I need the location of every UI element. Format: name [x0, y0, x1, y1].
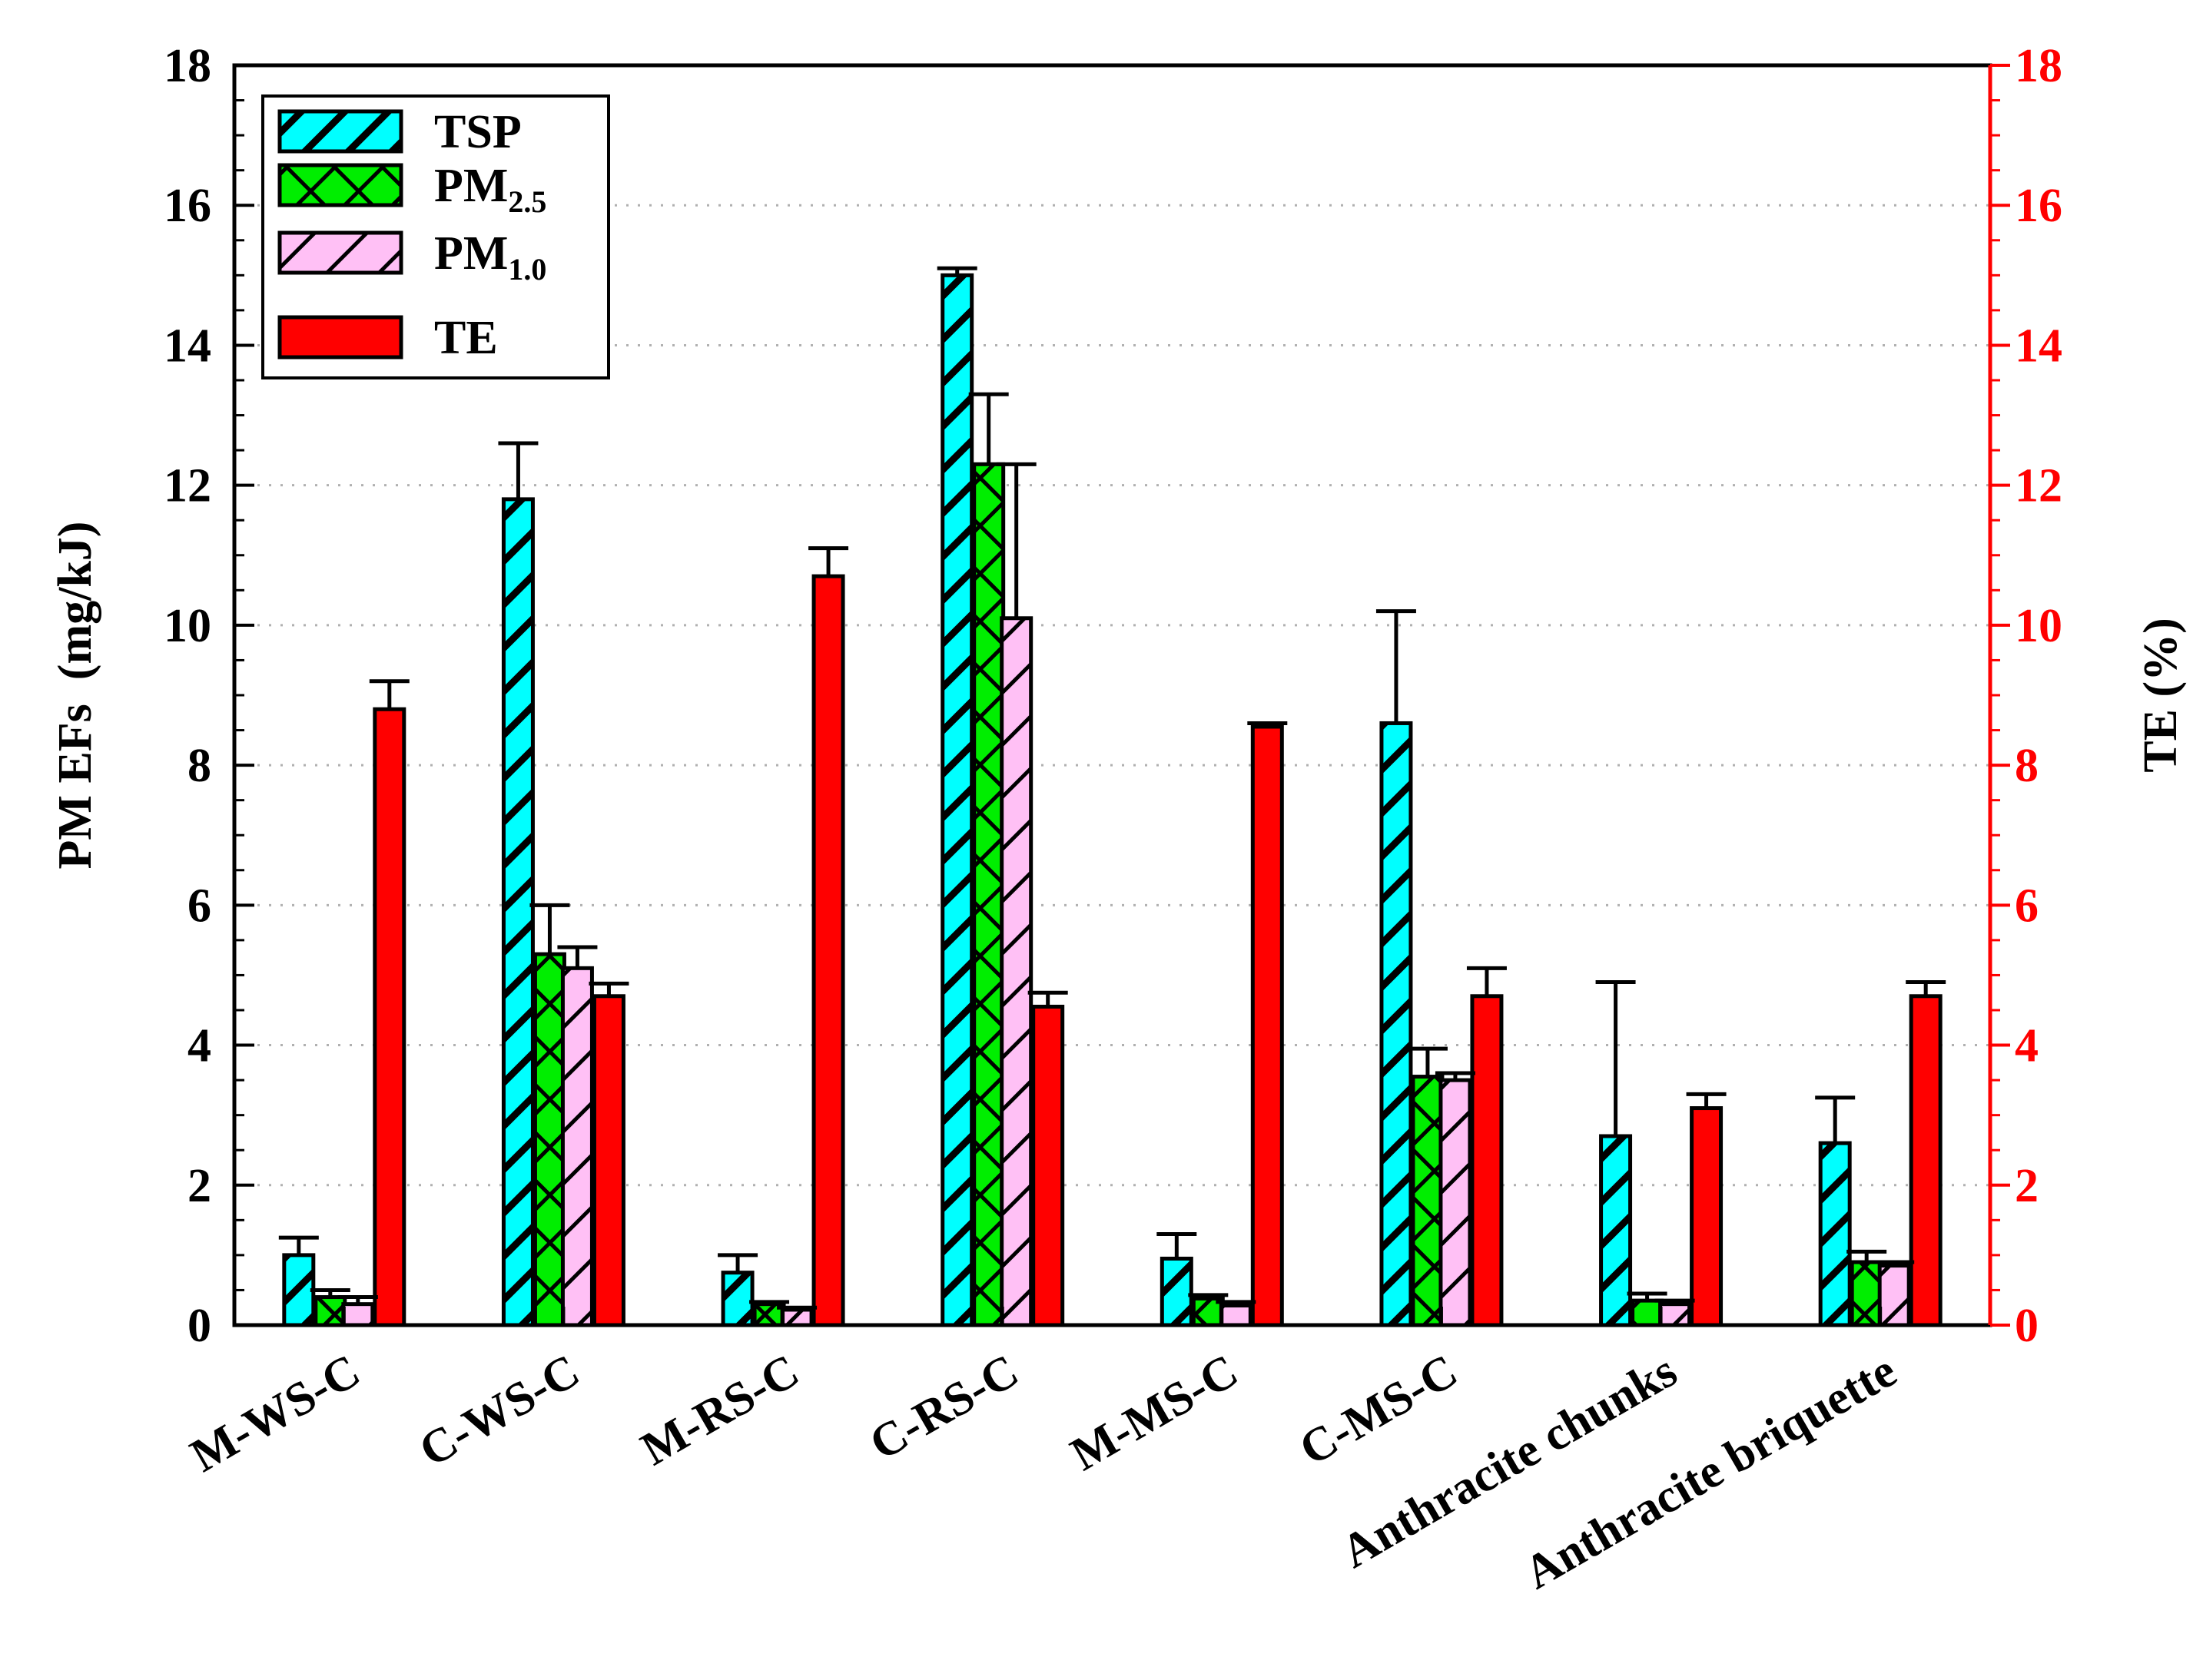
legend-label: TSP: [434, 106, 522, 158]
left-tick-label: 8: [187, 740, 211, 792]
left-tick-label: 2: [187, 1160, 211, 1212]
bar: [1411, 1075, 1445, 1327]
bar: [972, 462, 1006, 1327]
bar: [1631, 1298, 1664, 1327]
bar: [341, 1302, 375, 1327]
bar: [501, 497, 535, 1327]
bar: [780, 1307, 814, 1327]
bar: [592, 994, 625, 1327]
left-y-axis: 0 2 4 6 8 10 12 14 16 18: [164, 40, 254, 1352]
bar: [1470, 994, 1504, 1327]
bar: [1031, 1004, 1065, 1327]
x-tick-label: M-RS-C: [632, 1344, 808, 1476]
bar: [1599, 1134, 1633, 1327]
bar: [1690, 1106, 1724, 1327]
right-tick-label: 18: [2015, 40, 2062, 92]
left-tick-label: 4: [187, 1020, 211, 1072]
right-y-axis: 0 2 4 6 8 10 12 14 16 18: [1988, 40, 2062, 1352]
bars: [282, 273, 1943, 1327]
right-y-axis-label: TE (%): [2135, 618, 2187, 773]
bar: [1250, 724, 1284, 1327]
x-tick-label: C-RS-C: [861, 1344, 1027, 1470]
x-tick-label: M-WS-C: [182, 1344, 369, 1482]
legend-label-subscript: 1.0: [508, 252, 546, 287]
x-tick-label: C-WS-C: [411, 1344, 589, 1477]
bar: [1877, 1264, 1911, 1327]
bar: [1379, 721, 1413, 1327]
right-tick-label: 16: [2015, 180, 2062, 232]
bar: [373, 707, 406, 1327]
left-tick-label: 6: [187, 880, 211, 932]
bar: [1160, 1256, 1193, 1327]
bar: [533, 952, 566, 1327]
error-bars: [278, 266, 1946, 1310]
right-tick-label: 4: [2015, 1020, 2039, 1072]
right-tick-label: 8: [2015, 740, 2039, 792]
right-tick-label: 0: [2015, 1300, 2039, 1352]
bar: [721, 1271, 755, 1327]
gridlines: [234, 204, 1990, 1187]
right-tick-label: 6: [2015, 880, 2039, 932]
left-tick-label: 18: [164, 40, 211, 92]
x-tick-label: Anthracite briquette: [1515, 1344, 1905, 1599]
bar: [1438, 1078, 1472, 1327]
bar: [314, 1295, 347, 1327]
legend-label: TE: [434, 312, 498, 364]
x-tick-label: C-MS-C: [1291, 1344, 1466, 1476]
legend-label-subscript: 2.5: [508, 184, 546, 219]
bar: [1909, 994, 1943, 1327]
left-tick-label: 14: [164, 320, 211, 372]
bar: [1818, 1141, 1852, 1327]
bar: [1219, 1303, 1252, 1327]
left-tick-label: 10: [164, 600, 211, 652]
legend-swatch: [277, 109, 403, 154]
right-tick-label: 2: [2015, 1160, 2039, 1212]
x-axis: M-WS-C C-WS-C M-RS-C C-RS-C M-MS-C C-MS-C Anth…: [182, 1307, 1905, 1599]
bar: [1658, 1302, 1692, 1327]
bar: [560, 966, 594, 1327]
left-tick-label: 0: [187, 1300, 211, 1352]
right-tick-label: 10: [2015, 600, 2062, 652]
x-tick-label: M-MS-C: [1063, 1344, 1247, 1481]
left-tick-label: 12: [164, 460, 211, 512]
bar: [941, 273, 974, 1327]
legend-swatch: [277, 315, 403, 360]
right-tick-label: 12: [2015, 460, 2062, 512]
bar: [1000, 616, 1033, 1327]
bar: [1850, 1260, 1883, 1327]
legend-swatch: [277, 163, 403, 207]
legend-swatch: [277, 230, 403, 275]
bar: [811, 574, 845, 1327]
left-y-axis-label: PM EFs (mg/kJ): [49, 522, 101, 870]
left-tick-label: 16: [164, 180, 211, 232]
bar: [282, 1253, 316, 1327]
right-tick-label: 14: [2015, 320, 2062, 372]
